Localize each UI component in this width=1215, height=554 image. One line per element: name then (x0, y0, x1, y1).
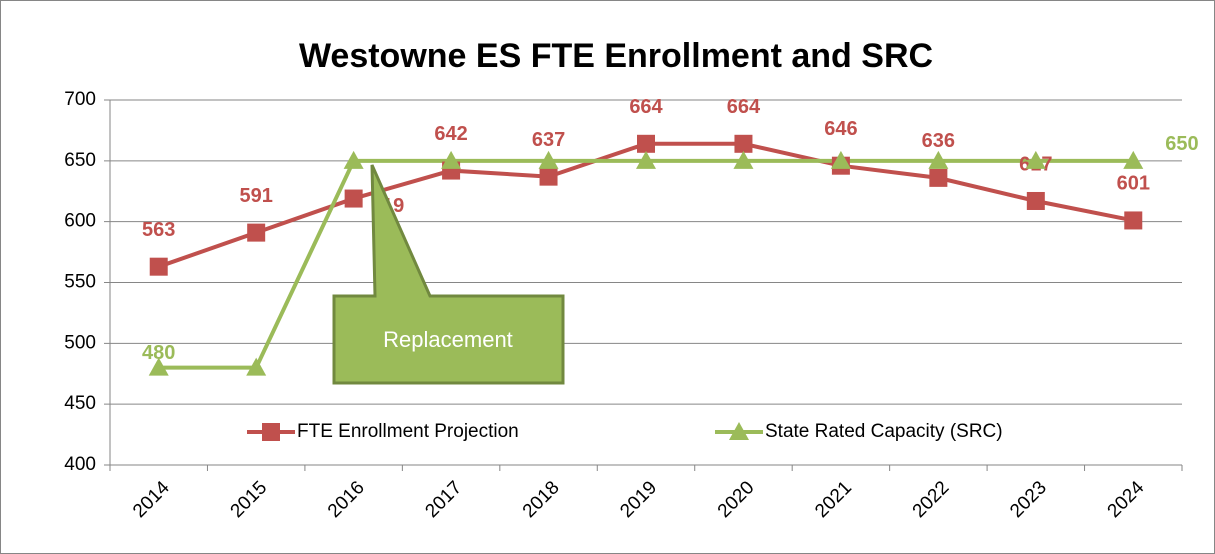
data-label: 646 (824, 118, 857, 140)
data-label: 601 (1117, 173, 1150, 195)
data-label: 650 (1165, 133, 1198, 155)
data-label: 563 (142, 219, 175, 241)
marker (538, 150, 559, 169)
marker (1026, 191, 1045, 210)
y-tick-label: 400 (64, 454, 96, 475)
marker (637, 134, 655, 153)
marker (1123, 150, 1144, 169)
data-label: 664 (629, 96, 663, 118)
marker (733, 150, 754, 169)
data-label: 480 (142, 342, 175, 364)
y-tick-label: 550 (64, 272, 96, 293)
data-label: 664 (727, 96, 761, 118)
callout (332, 164, 565, 385)
marker (246, 357, 267, 376)
y-tick-label: 450 (64, 393, 96, 414)
data-label: 642 (434, 123, 467, 145)
legend-marker (262, 423, 280, 441)
marker (539, 167, 558, 186)
marker (441, 150, 462, 169)
legend-label: FTE Enrollment Projection (297, 421, 519, 442)
marker (343, 150, 364, 169)
legend-marker (729, 422, 749, 440)
marker (148, 357, 169, 376)
y-tick-label: 500 (64, 332, 96, 353)
marker (830, 150, 851, 169)
marker (344, 189, 363, 208)
data-label: 591 (239, 185, 272, 207)
y-tick-label: 650 (64, 150, 96, 171)
marker (247, 223, 266, 242)
marker (734, 134, 753, 153)
y-tick-label: 700 (64, 89, 96, 110)
legend-label: State Rated Capacity (SRC) (765, 421, 1003, 442)
y-tick-label: 600 (64, 211, 96, 232)
chart-title: Westowne ES FTE Enrollment and SRC (299, 37, 933, 75)
callout-label: Replacement (383, 327, 513, 352)
marker (928, 150, 949, 169)
data-label: 637 (532, 129, 565, 151)
marker (1124, 211, 1143, 230)
marker (636, 150, 656, 169)
marker (929, 168, 948, 187)
marker (1025, 150, 1046, 169)
data-label: 636 (922, 130, 955, 152)
marker (149, 257, 168, 276)
